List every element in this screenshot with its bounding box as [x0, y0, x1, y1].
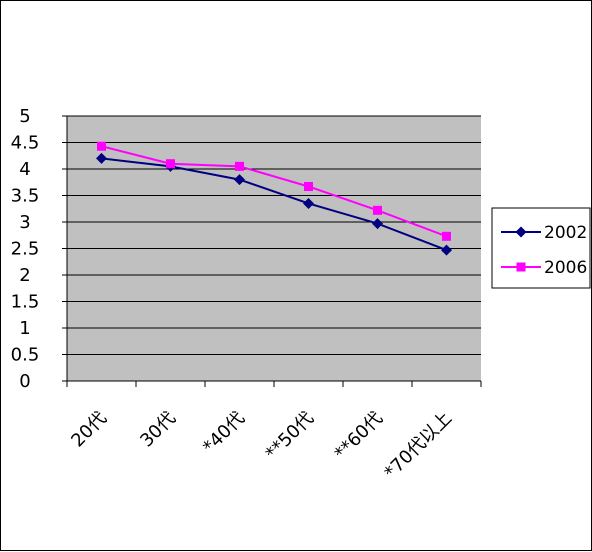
x-axis-tick-labels: 20代 30代 *40代 **50代 **60代*70代以上	[66, 381, 482, 484]
data-point-2006	[442, 231, 451, 241]
y-tick-label: 3	[19, 212, 30, 233]
y-tick-label: 2	[19, 265, 30, 286]
series-line-2006	[101, 145, 447, 238]
data-point-2002	[441, 244, 452, 256]
y-tick-label: 4	[19, 159, 30, 180]
series-2006	[97, 141, 451, 241]
legend: 2002 2006	[491, 207, 591, 289]
data-point-2002	[372, 218, 383, 230]
data-point-2006	[373, 205, 382, 215]
data-point-2002	[234, 174, 245, 186]
data-point-2006	[97, 141, 106, 151]
data-point-2006	[235, 161, 244, 171]
data-point-2002	[303, 197, 314, 209]
x-tick-label: 20代	[67, 408, 111, 452]
legend-marker-2002	[515, 226, 527, 238]
y-tick-label: 0.5	[11, 345, 40, 366]
y-tick-label: 3.5	[11, 186, 40, 207]
x-tick-label: *70代以上	[380, 408, 456, 484]
y-tick-label: 1	[19, 318, 30, 339]
y-tick-label: 0	[19, 371, 30, 392]
legend-label-2002: 2002	[544, 223, 587, 243]
gridlines	[67, 115, 481, 355]
x-tick-label: *40代	[199, 408, 249, 458]
legend-box	[491, 207, 591, 289]
x-tick-label: **50代	[262, 408, 319, 465]
legend-label-2006: 2006	[544, 258, 587, 278]
data-point-2006	[166, 159, 175, 169]
y-tick-label: 4.5	[11, 133, 40, 154]
y-tick-label: 2.5	[11, 239, 40, 260]
data-point-2006	[304, 181, 313, 191]
legend-marker-2006	[516, 262, 526, 272]
series-line-2002	[101, 157, 447, 252]
series-layer	[96, 141, 452, 256]
y-tick-label: 5	[19, 106, 30, 127]
y-axis-tick-labels: 0 0.5 1 1.5 2 2.5 3 3.5 4 4.5 5	[11, 106, 67, 392]
x-tick-label: 30代	[136, 408, 180, 452]
y-tick-label: 1.5	[11, 292, 40, 313]
data-point-2002	[96, 152, 107, 164]
x-tick-label: **60代	[331, 408, 388, 465]
